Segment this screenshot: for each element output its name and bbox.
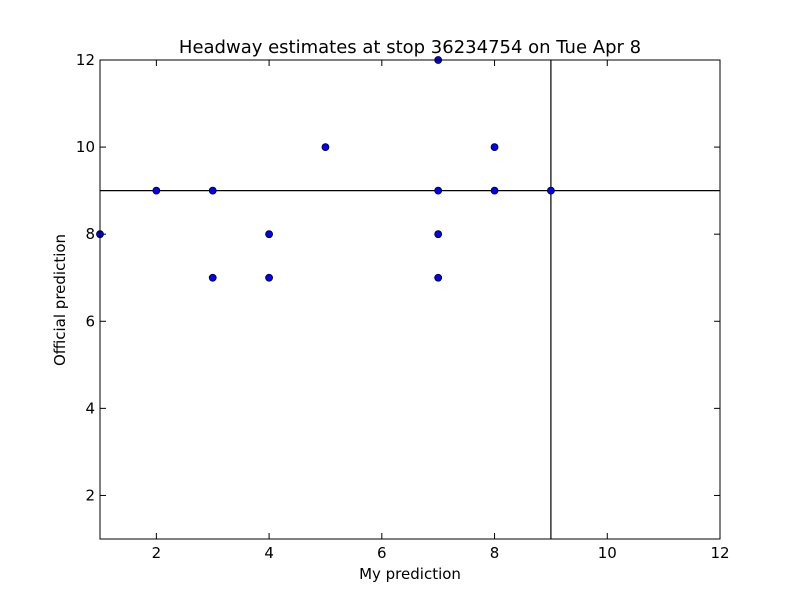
scatter-point bbox=[490, 143, 499, 151]
points-layer bbox=[96, 56, 555, 282]
ticks-layer: 2 4 6 8 10 12 2 4 6 8 10 12 bbox=[76, 51, 730, 562]
scatter-point bbox=[434, 186, 443, 195]
scatter-point bbox=[434, 273, 443, 282]
y-axis-label: Official prediction bbox=[51, 234, 69, 366]
y-tick-label: 6 bbox=[85, 312, 95, 330]
scatter-point bbox=[265, 273, 273, 282]
y-tick-label: 12 bbox=[76, 51, 95, 69]
x-tick-label: 2 bbox=[152, 544, 162, 562]
x-tick-label: 10 bbox=[598, 544, 617, 562]
scatter-point bbox=[547, 186, 555, 195]
x-tick-label: 4 bbox=[264, 544, 274, 562]
scatter-point bbox=[152, 186, 161, 195]
y-tick-label: 8 bbox=[85, 225, 95, 243]
scatter-point bbox=[434, 230, 443, 239]
scatter-point bbox=[490, 186, 499, 195]
scatter-point bbox=[208, 273, 217, 282]
scatter-point bbox=[321, 143, 330, 151]
y-tick-label: 4 bbox=[85, 399, 95, 417]
scatter-point bbox=[265, 230, 273, 239]
chart-title: Headway estimates at stop 36234754 on Tu… bbox=[179, 37, 641, 58]
reference-lines-layer bbox=[100, 60, 720, 539]
x-tick-label: 12 bbox=[710, 544, 729, 562]
y-tick-label: 10 bbox=[76, 138, 95, 156]
x-tick-label: 6 bbox=[377, 544, 387, 562]
scatter-point bbox=[208, 186, 217, 195]
x-tick-label: 8 bbox=[490, 544, 500, 562]
y-tick-label: 2 bbox=[85, 486, 95, 504]
x-axis-label: My prediction bbox=[359, 565, 461, 583]
plot-frame bbox=[99, 59, 721, 540]
